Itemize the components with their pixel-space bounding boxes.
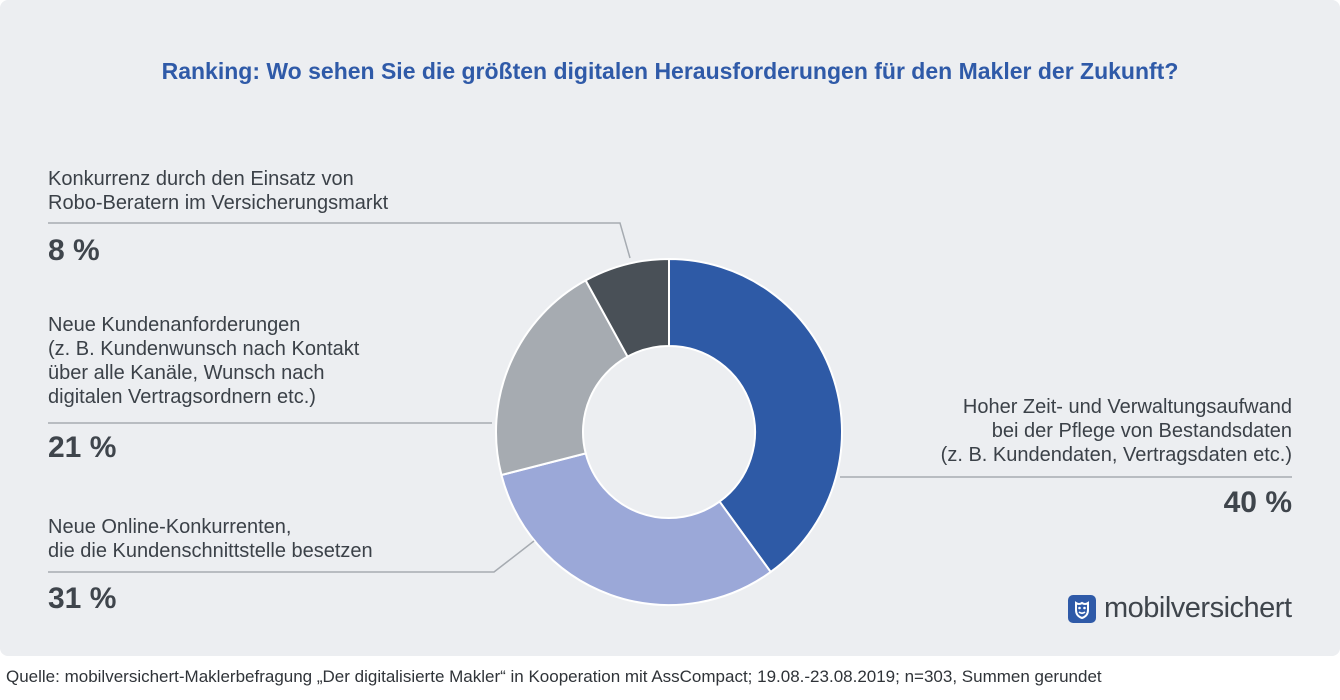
label-line: über alle Kanäle, Wunsch nach bbox=[48, 362, 325, 384]
label-line: bei der Pflege von Bestandsdaten bbox=[991, 420, 1292, 442]
label-line: Hoher Zeit- und Verwaltungsaufwand bbox=[962, 396, 1292, 418]
slice-kundenanforderungen bbox=[495, 279, 629, 477]
slice-value-online-konkurrenten: 31 % bbox=[48, 582, 117, 615]
label-line: Robo-Beratern im Versicherungsmarkt bbox=[48, 192, 389, 214]
label-line: Konkurrenz durch den Einsatz von bbox=[48, 168, 354, 190]
slice-label-online-konkurrenten: Neue Online-Konkurrenten, die die Kunden… bbox=[48, 515, 373, 563]
slice-value-kundenanforderungen: 21 % bbox=[48, 431, 117, 464]
label-line: (z. B. Kundendaten, Vertragsdaten etc.) bbox=[940, 444, 1292, 466]
source-note: Quelle: mobilversichert-Maklerbefragung … bbox=[6, 667, 1102, 686]
slice-value-verwaltungsaufwand: 40 % bbox=[1223, 486, 1292, 519]
slice-label-kundenanforderungen: Neue Kundenanforderungen (z. B. Kundenwu… bbox=[48, 313, 359, 409]
shield-icon bbox=[1068, 594, 1096, 623]
slice-verwaltungsaufwand bbox=[668, 257, 843, 574]
label-line: die die Kundenschnittstelle besetzen bbox=[48, 540, 373, 562]
chart-title: Ranking: Wo sehen Sie die größten digita… bbox=[161, 58, 1179, 84]
donut-chart bbox=[48, 222, 1292, 606]
label-line: (z. B. Kundenwunsch nach Kontakt bbox=[48, 338, 360, 360]
label-line: digitalen Vertragsordnern etc.) bbox=[48, 386, 316, 408]
slice-online-konkurrenten bbox=[500, 452, 773, 606]
chart-panel: Ranking: Wo sehen Sie die größten digita… bbox=[0, 0, 1340, 656]
slice-robo bbox=[584, 257, 670, 358]
logo-text: mobilversichert bbox=[1104, 592, 1292, 624]
slice-value-robo: 8 % bbox=[48, 234, 100, 267]
slice-label-robo: Konkurrenz durch den Einsatz von Robo-Be… bbox=[48, 167, 388, 215]
leader-line-robo bbox=[48, 222, 631, 259]
label-line: Neue Kundenanforderungen bbox=[48, 314, 301, 336]
label-line: Neue Online-Konkurrenten, bbox=[48, 516, 292, 538]
slice-label-verwaltungsaufwand: Hoher Zeit- und Verwaltungsaufwand bei d… bbox=[941, 395, 1292, 467]
brand-logo: mobilversichert bbox=[1068, 592, 1292, 625]
leader-line-online-konkurrenten bbox=[48, 540, 535, 573]
